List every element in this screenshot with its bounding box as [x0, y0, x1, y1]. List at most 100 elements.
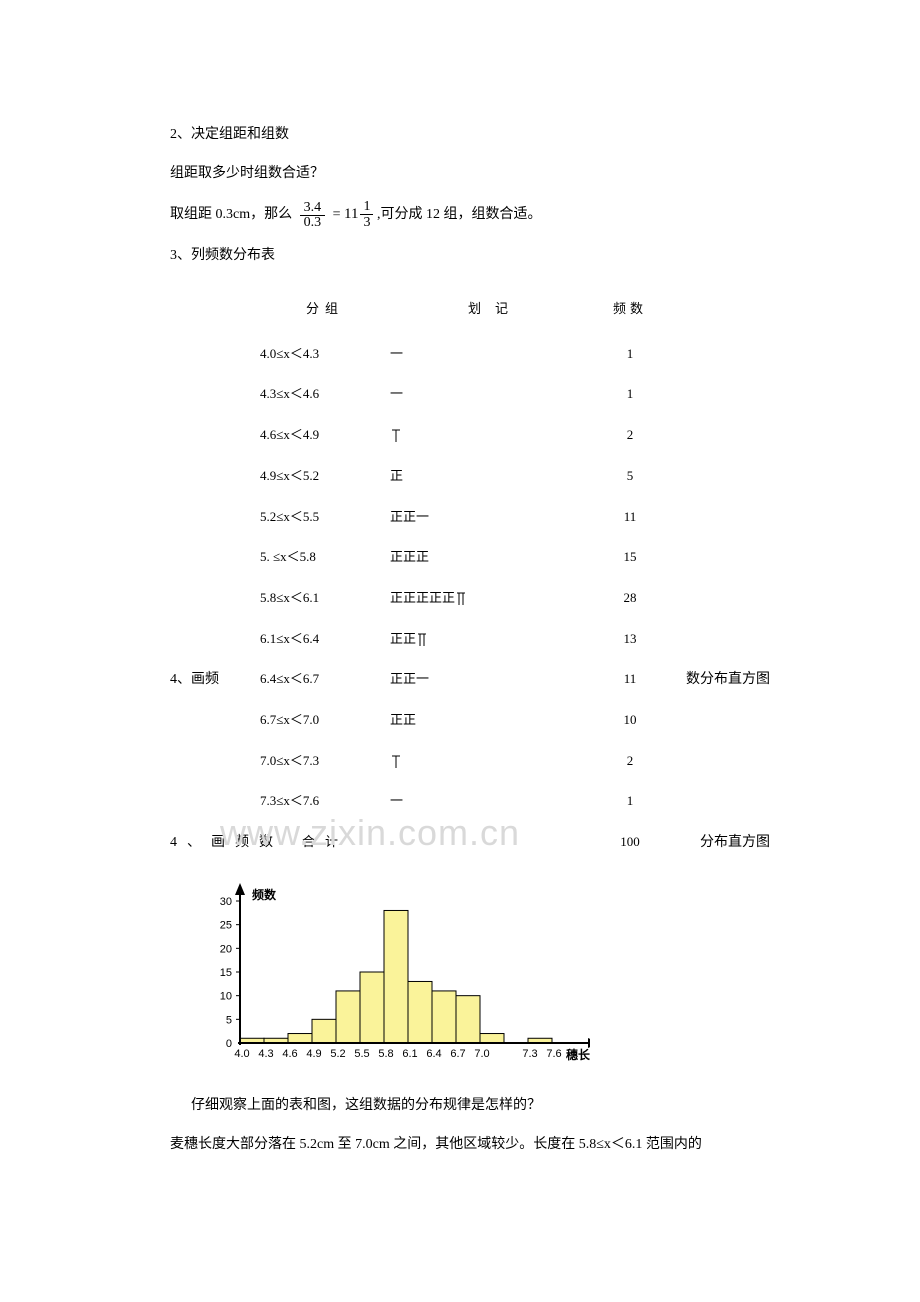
- histogram-bar: [336, 991, 360, 1043]
- svg-text:5.5: 5.5: [354, 1048, 369, 1060]
- svg-text:10: 10: [220, 990, 232, 1002]
- cell-tally: 正正: [390, 619, 600, 660]
- cell-group: 4.0≤x＜4.3: [260, 334, 390, 375]
- cell-freq: 13: [600, 619, 660, 660]
- cell-group: 4.9≤x＜5.2: [260, 456, 390, 497]
- cell-group: 6.4≤x＜6.74、画频: [260, 659, 390, 700]
- svg-text:20: 20: [220, 943, 232, 955]
- table-row: 7.0≤x＜7.32: [260, 741, 660, 782]
- cell-freq: 11数分布直方图: [600, 659, 660, 700]
- svg-text:15: 15: [220, 967, 232, 979]
- table-row: 4.6≤x＜4.9 2: [260, 415, 660, 456]
- cell-freq: 11: [600, 497, 660, 538]
- cell-group: 4.3≤x＜4.6: [260, 374, 390, 415]
- svg-text:6.1: 6.1: [402, 1048, 417, 1060]
- table-row: 5.8≤x＜6.1正正正正正28: [260, 578, 660, 619]
- cell-group: 5.8≤x＜6.1: [260, 578, 390, 619]
- para-observe: 仔细观察上面的表和图，这组数据的分布规律是怎样的？: [170, 1093, 750, 1120]
- header-tally: 划记: [390, 289, 600, 334]
- cell-sum-value: 100分布直方图: [600, 822, 660, 863]
- cell-freq: 28: [600, 578, 660, 619]
- float-note-right-2: 分布直方图: [700, 830, 770, 857]
- frac-a-bot: 0.3: [300, 215, 326, 230]
- histogram-bar: [480, 1033, 504, 1042]
- svg-text:6.4: 6.4: [426, 1048, 441, 1060]
- float-note-left-2: 4、画频数: [170, 830, 283, 857]
- para-step-3: 3、列频数分布表: [170, 243, 750, 270]
- cell-tally: 一: [390, 334, 600, 375]
- table-row: 7.3≤x＜7.6一1: [260, 781, 660, 822]
- header-group: 分组: [260, 289, 390, 334]
- table-row: 4.9≤x＜5.2正5: [260, 456, 660, 497]
- cell-tally: 正: [390, 456, 600, 497]
- svg-text:5.2: 5.2: [330, 1048, 345, 1060]
- cell-tally: [390, 415, 600, 456]
- para-conclusion: 麦穗长度大部分落在 5.2cm 至 7.0cm 之间，其他区域较少。长度在 5.…: [170, 1132, 750, 1159]
- svg-text:7.0: 7.0: [474, 1048, 489, 1060]
- cell-tally: [390, 741, 600, 782]
- mixed-whole: 11: [344, 200, 360, 229]
- svg-text:7.6: 7.6: [546, 1048, 561, 1060]
- table-sum-row: 合计4、画频数 100分布直方图: [260, 822, 660, 863]
- svg-text:4.9: 4.9: [306, 1048, 321, 1060]
- histogram-bar: [456, 995, 480, 1042]
- frequency-table: 分组 划记 频数 4.0≤x＜4.3一14.3≤x＜4.6一14.6≤x＜4.9…: [260, 289, 660, 863]
- cell-tally: 正正正正正: [390, 578, 600, 619]
- cell-group: 6.7≤x＜7.0: [260, 700, 390, 741]
- para-question-1: 组距取多少时组数合适？: [170, 161, 750, 188]
- cell-tally: 一: [390, 781, 600, 822]
- cell-freq: 15: [600, 537, 660, 578]
- frac-a-top: 3.4: [300, 200, 326, 216]
- svg-text:25: 25: [220, 919, 232, 931]
- histogram-bar: [312, 1019, 336, 1043]
- formula-post: ,可分成 12 组，组数合适。: [377, 207, 542, 222]
- svg-text:4.3: 4.3: [258, 1048, 273, 1060]
- table-row: 6.4≤x＜6.74、画频正正一11数分布直方图: [260, 659, 660, 700]
- histogram-bar: [432, 991, 456, 1043]
- histogram-bar: [288, 1033, 312, 1042]
- frequency-table-wrap: www.zixin.com.cn 分组 划记 频数 4.0≤x＜4.3一14.3…: [170, 289, 750, 863]
- para-formula: 取组距 0.3cm，那么 3.4 0.3 = 11 1 3 ,可分成 12 组，…: [170, 199, 750, 230]
- cell-group: 6.1≤x＜6.4: [260, 619, 390, 660]
- svg-text:5: 5: [226, 1014, 232, 1026]
- svg-text:4.6: 4.6: [282, 1048, 297, 1060]
- cell-sum-label: 合计4、画频数: [260, 822, 390, 863]
- cell-freq: 10: [600, 700, 660, 741]
- svg-text:穗长/cm: 穗长/cm: [566, 1047, 590, 1062]
- cell-freq: 1: [600, 334, 660, 375]
- svg-text:30: 30: [220, 896, 232, 908]
- table-row: 6.1≤x＜6.4正正13: [260, 619, 660, 660]
- cell-freq: 1: [600, 781, 660, 822]
- cell-freq: 5: [600, 456, 660, 497]
- table-row: 6.7≤x＜7.0正正10: [260, 700, 660, 741]
- svg-text:7.3: 7.3: [522, 1048, 537, 1060]
- cell-group: 5. ≤x＜5.8: [260, 537, 390, 578]
- cell-group: 4.6≤x＜4.9: [260, 415, 390, 456]
- histogram-wrap: 0510152025304.04.34.64.95.25.55.86.16.46…: [200, 881, 750, 1082]
- cell-tally: 正正一: [390, 659, 600, 700]
- cell-freq: 1: [600, 374, 660, 415]
- float-note-left-1: 4、画频: [170, 667, 219, 694]
- histogram-bar: [360, 972, 384, 1043]
- cell-sum-tally: [390, 822, 600, 863]
- cell-freq: 2: [600, 415, 660, 456]
- cell-tally: 正正一: [390, 497, 600, 538]
- float-note-right-1: 数分布直方图: [686, 667, 770, 694]
- cell-tally: 一: [390, 374, 600, 415]
- mixed-top: 1: [360, 199, 373, 215]
- fraction-a: 3.4 0.3: [300, 200, 326, 231]
- mixed-number: 11 1 3: [344, 199, 373, 230]
- para-step-2: 2、决定组距和组数: [170, 122, 750, 149]
- cell-group: 5.2≤x＜5.5: [260, 497, 390, 538]
- header-freq: 频数: [600, 289, 660, 334]
- formula-pre: 取组距 0.3cm，那么: [170, 207, 292, 222]
- cell-freq: 2: [600, 741, 660, 782]
- histogram-svg: 0510152025304.04.34.64.95.25.55.86.16.46…: [200, 881, 590, 1071]
- table-row: 5.2≤x＜5.5正正一11: [260, 497, 660, 538]
- table-header-row: 分组 划记 频数: [260, 289, 660, 334]
- cell-group: 7.3≤x＜7.6: [260, 781, 390, 822]
- svg-text:0: 0: [226, 1038, 232, 1050]
- svg-text:6.7: 6.7: [450, 1048, 465, 1060]
- histogram-bar: [384, 910, 408, 1043]
- svg-text:频数: 频数: [252, 887, 277, 902]
